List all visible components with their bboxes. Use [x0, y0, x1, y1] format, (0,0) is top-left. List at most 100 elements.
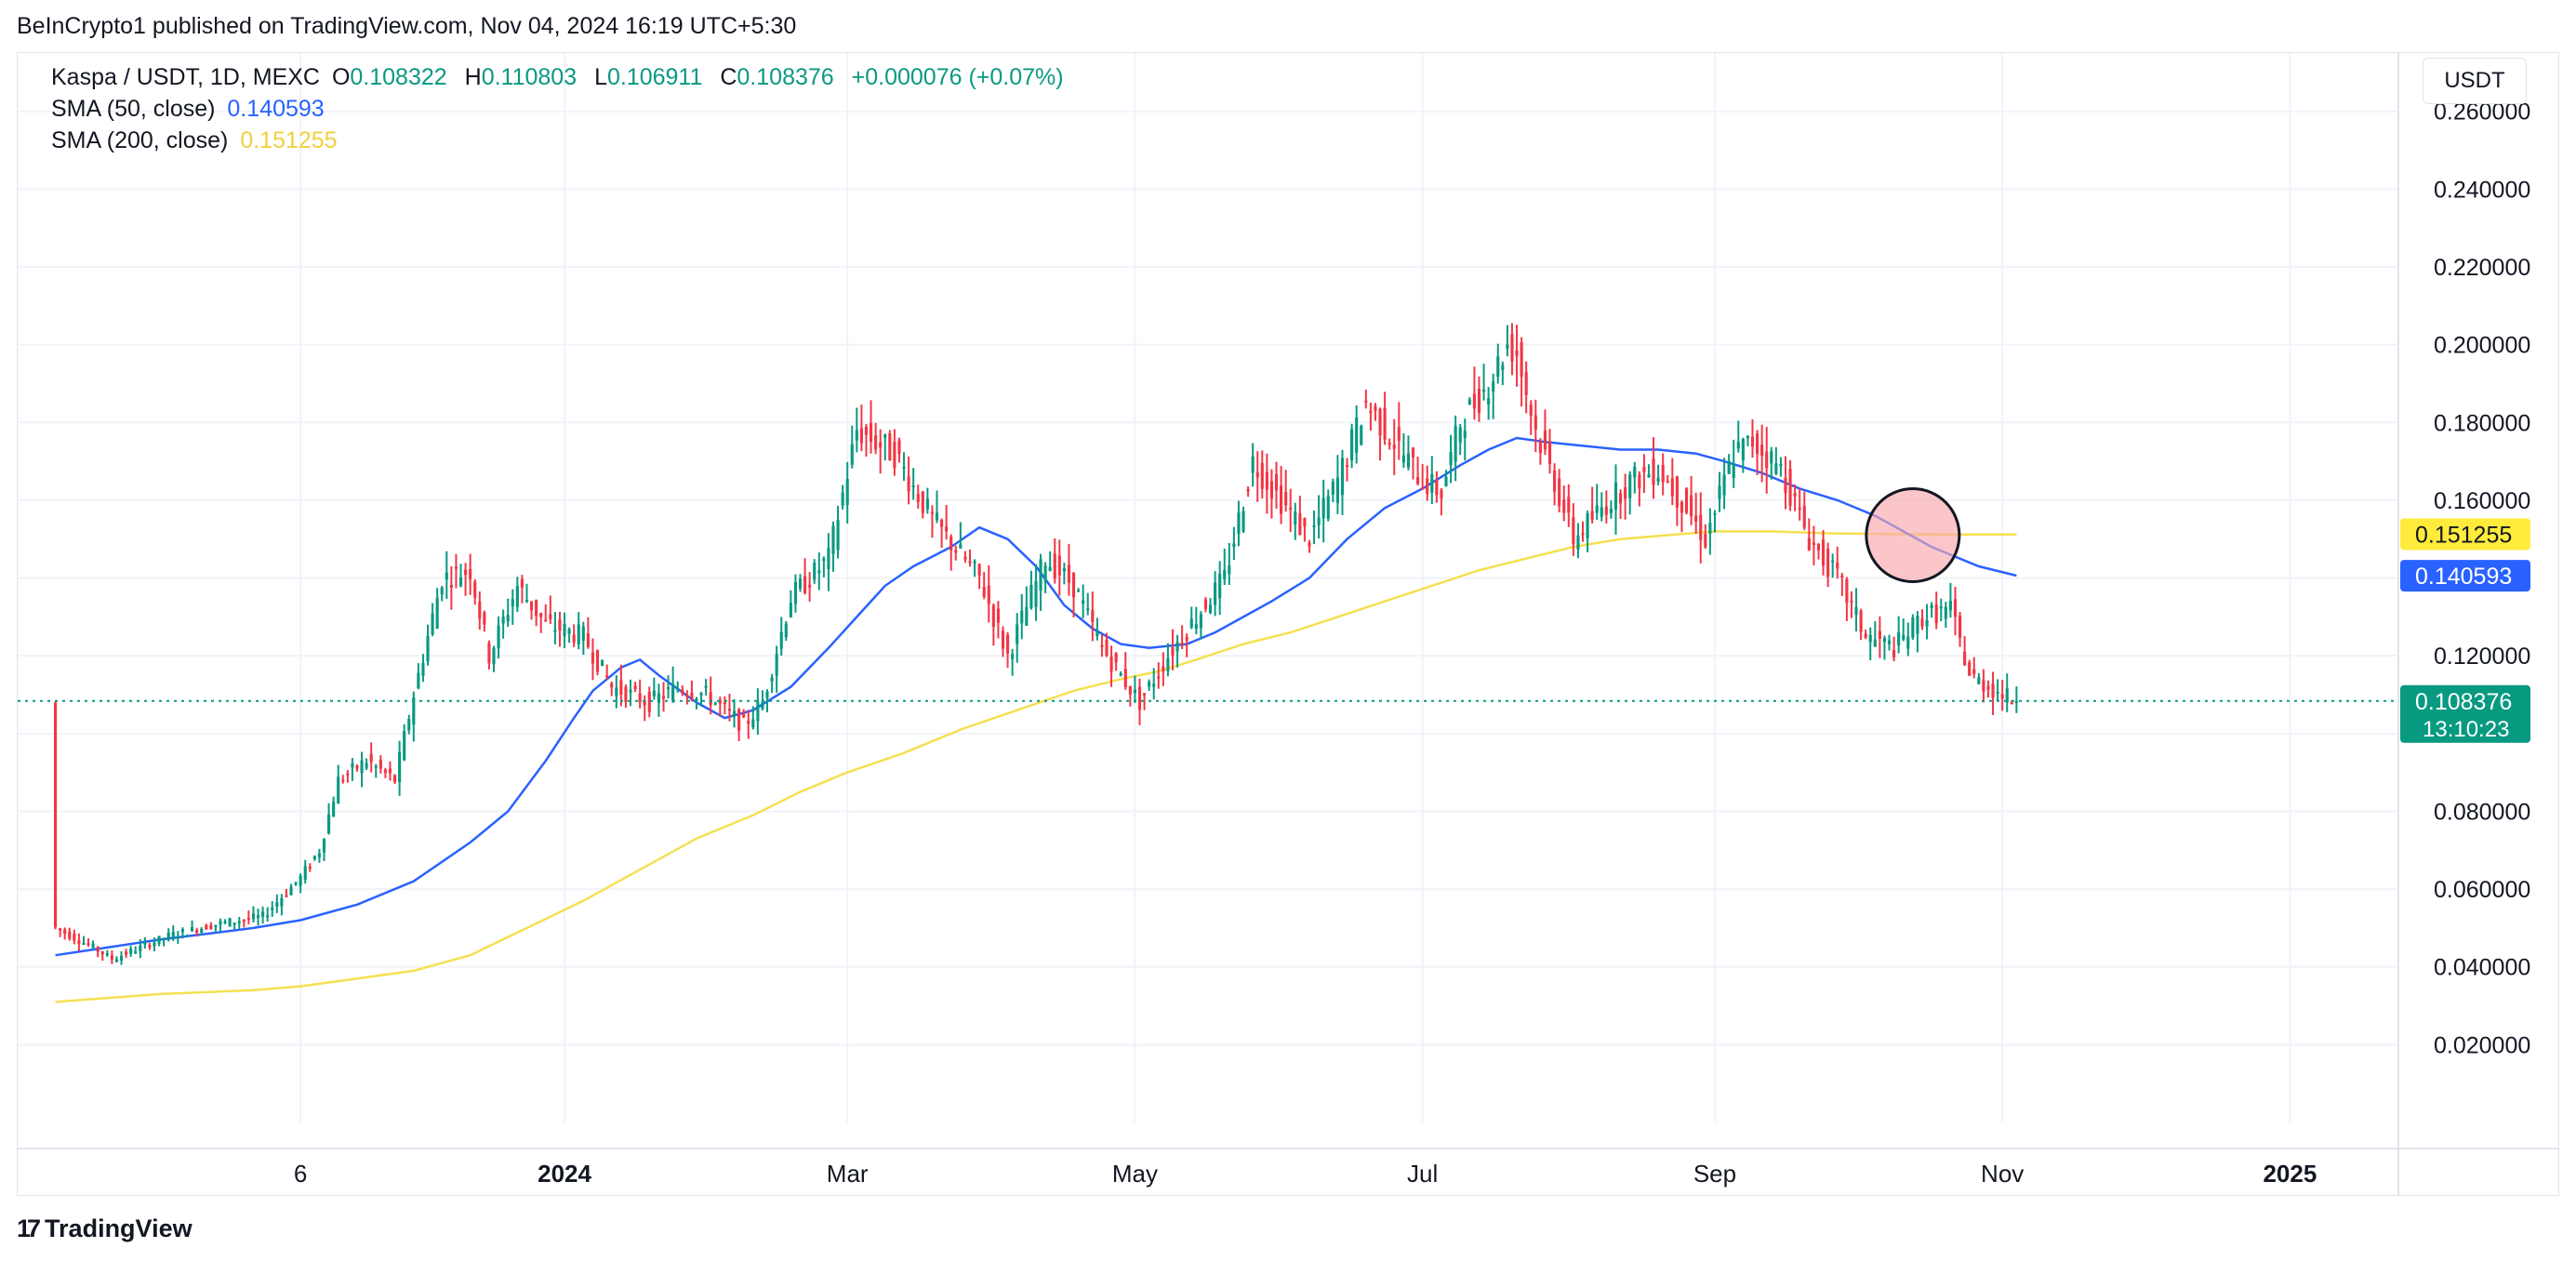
candle-up: [1317, 517, 1321, 525]
candle-up: [351, 763, 354, 768]
candle-down: [747, 720, 750, 724]
candle-up: [911, 484, 915, 487]
candle-up: [704, 685, 708, 688]
candle-up: [822, 558, 826, 562]
candle-down: [1666, 481, 1669, 484]
chart-canvas[interactable]: 0.0200000.0400000.0600000.0800000.100000…: [18, 53, 2558, 1195]
candle-down: [1109, 656, 1113, 672]
candle-up: [1897, 631, 1901, 645]
candle-down: [874, 435, 878, 450]
candle-down: [1553, 470, 1557, 492]
candle-down: [1265, 471, 1268, 490]
candle-down: [1704, 534, 1707, 548]
currency-button[interactable]: USDT: [2423, 58, 2527, 104]
candle-down: [558, 619, 562, 631]
candle-up: [1350, 429, 1354, 461]
candle-down: [1760, 445, 1764, 457]
candle-up: [294, 882, 298, 884]
x-tick-label: May: [1112, 1160, 1158, 1188]
candle-down: [893, 442, 896, 469]
candle-down: [897, 440, 901, 455]
candle-down: [1558, 478, 1561, 506]
candle-up: [959, 544, 963, 549]
candle-up: [1708, 523, 1712, 534]
candle-up: [1048, 566, 1052, 571]
candle-up: [312, 856, 316, 859]
candle-down: [1750, 436, 1755, 447]
candle-down: [469, 569, 472, 579]
candle-down: [1694, 515, 1698, 522]
candle-down: [209, 925, 213, 929]
candle-down: [1435, 480, 1439, 496]
candle-down: [535, 600, 538, 617]
candle-down: [100, 951, 104, 955]
candle-up: [365, 763, 368, 768]
candle-down: [803, 576, 807, 593]
candle-up: [1020, 610, 1024, 624]
candle-down: [869, 422, 873, 443]
candle-up: [1086, 608, 1090, 611]
candle-down: [63, 929, 67, 934]
y-tick-label: 0.040000: [2434, 955, 2530, 981]
candle-up: [1722, 474, 1726, 496]
candle-down: [1529, 405, 1533, 417]
candle-up: [1939, 606, 1943, 609]
candle-down: [1826, 549, 1830, 577]
candle-up: [1977, 676, 1981, 684]
candle-up: [497, 625, 500, 649]
candle-layer: [53, 323, 2018, 965]
candle-up: [515, 586, 519, 607]
candle-down: [1289, 508, 1293, 511]
chart-frame[interactable]: 0.0200000.0400000.0600000.0800000.100000…: [17, 52, 2559, 1196]
high-label: H: [464, 64, 482, 90]
candle-up: [1948, 601, 1952, 611]
candle-up: [817, 570, 821, 574]
candle-down: [1440, 489, 1443, 498]
candle-down: [1269, 481, 1274, 499]
candle-down: [1369, 411, 1373, 414]
candle-down: [1991, 684, 1995, 698]
candle-up: [789, 603, 792, 617]
candle-down: [1203, 599, 1208, 609]
candle-down: [1765, 451, 1769, 469]
symbol-title[interactable]: Kaspa / USDT, 1D, MEXC: [51, 64, 320, 90]
candle-down: [388, 768, 392, 774]
candle-up: [1016, 624, 1019, 644]
candle-down: [77, 940, 81, 944]
candle-down: [1798, 508, 1801, 511]
candle-down: [949, 537, 953, 551]
candle-down: [1534, 415, 1537, 430]
sma200-label: SMA (200, close): [51, 127, 229, 153]
candle-down: [1963, 651, 1967, 666]
candle-up: [1218, 574, 1222, 599]
candle-up: [256, 915, 260, 919]
candle-down: [383, 769, 387, 773]
candle-down: [125, 951, 128, 955]
sma200-line: [55, 530, 2017, 1003]
y-tick-label: 0.160000: [2434, 488, 2530, 514]
candle-up: [2005, 688, 2009, 703]
candle-down: [1788, 469, 1792, 506]
sma50-legend[interactable]: SMA (50, close) 0.140593: [51, 96, 330, 123]
candle-up: [1029, 584, 1033, 608]
sma200-legend[interactable]: SMA (200, close) 0.151255: [51, 127, 343, 154]
change-value: +0.000076 (+0.07%): [851, 64, 1064, 90]
candle-up: [1251, 456, 1255, 473]
candle-down: [1383, 407, 1387, 440]
candle-down: [977, 564, 981, 576]
tradingview-logo[interactable]: 17 TradingView: [17, 1215, 193, 1243]
candle-up: [1242, 511, 1245, 532]
candle-up: [751, 719, 755, 728]
candle-up: [219, 921, 222, 925]
candle-up: [925, 498, 929, 510]
candle-down: [1920, 618, 1924, 627]
candle-up: [134, 951, 138, 954]
candle-down: [1308, 542, 1311, 547]
candle-down: [355, 765, 359, 769]
candle-down: [737, 709, 741, 731]
candle-up: [398, 751, 402, 783]
candle-down: [1864, 633, 1867, 638]
candle-up: [289, 886, 293, 896]
candle-up: [827, 547, 830, 569]
candle-down: [473, 581, 477, 598]
